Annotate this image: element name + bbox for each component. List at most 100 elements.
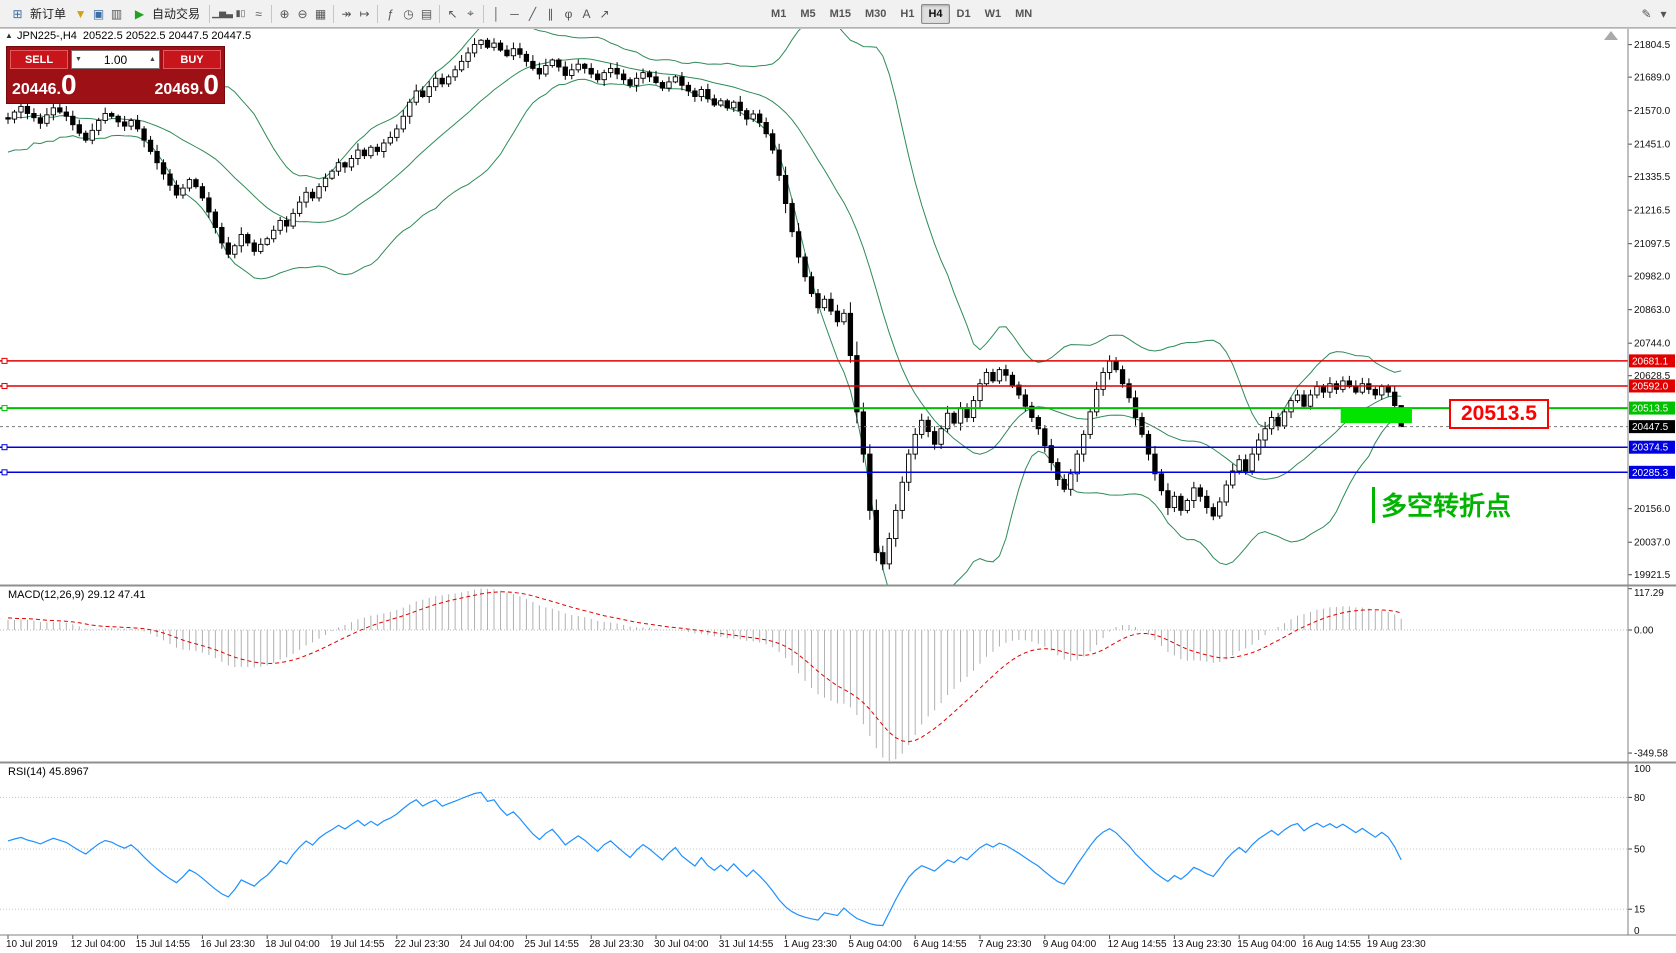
svg-text:19 Jul 14:55: 19 Jul 14:55 <box>330 939 385 950</box>
new-order-icon: ⊞ <box>12 6 23 21</box>
chart-ohlc-header: JPN225-,H4 20522.5 20522.5 20447.5 20447.… <box>17 30 257 42</box>
svg-text:7 Aug 23:30: 7 Aug 23:30 <box>978 939 1032 950</box>
funnel-icon[interactable]: ▼ <box>74 6 87 21</box>
line-chart-icon[interactable]: ≈ <box>255 6 262 21</box>
timeframe-h4[interactable]: H4 <box>921 3 950 24</box>
timeframe-m1[interactable]: M1 <box>771 7 787 20</box>
svg-text:0.00: 0.00 <box>1634 626 1654 637</box>
svg-text:9 Aug 04:00: 9 Aug 04:00 <box>1043 939 1097 950</box>
toolbar: ⊞ 新订单 ▼ ▣ ▥ ▶ 自动交易 ▁▅▃ ▮▯ ≈ ⊕ ⊖ ▦ ↠ ↦ ƒ … <box>0 0 1676 28</box>
sell-price-big-digit: 0 <box>60 69 77 100</box>
svg-text:50: 50 <box>1634 845 1646 856</box>
svg-text:20744.0: 20744.0 <box>1634 339 1671 350</box>
toolbar-separator <box>377 4 379 23</box>
svg-text:0: 0 <box>1634 926 1640 937</box>
svg-text:16 Jul 23:30: 16 Jul 23:30 <box>200 939 255 950</box>
volume-increase-button[interactable]: ▲ <box>149 56 156 63</box>
svg-text:20447.5: 20447.5 <box>1632 422 1669 433</box>
timeframe-m5[interactable]: M5 <box>800 7 816 20</box>
candlestick-chart-icon[interactable]: ▮▯ <box>235 8 246 18</box>
zoom-out-icon[interactable]: ⊖ <box>297 6 308 21</box>
cursor-icon[interactable]: ↖ <box>447 6 458 21</box>
svg-text:20982.0: 20982.0 <box>1634 272 1671 283</box>
svg-text:19 Aug 23:30: 19 Aug 23:30 <box>1367 939 1426 950</box>
alerts-icon[interactable]: ▥ <box>110 6 123 21</box>
svg-text:21804.5: 21804.5 <box>1634 40 1671 51</box>
toolbar-right-group: ✎ ▾ <box>1638 5 1672 22</box>
svg-text:19921.5: 19921.5 <box>1634 570 1671 581</box>
svg-text:15 Jul 14:55: 15 Jul 14:55 <box>136 939 191 950</box>
buy-price-big-digit: 0 <box>203 69 219 100</box>
autotrading-button[interactable]: ▶ 自动交易 <box>126 3 205 25</box>
pencil-icon[interactable]: ✎ <box>1641 6 1652 21</box>
svg-text:20628.5: 20628.5 <box>1634 371 1671 382</box>
auto-scroll-icon[interactable]: ↠ <box>341 6 352 21</box>
svg-text:24 Jul 04:00: 24 Jul 04:00 <box>460 939 515 950</box>
toolbar-separator <box>333 4 335 23</box>
volume-value[interactable]: 1.00 <box>103 52 128 67</box>
svg-text:20285.3: 20285.3 <box>1632 468 1669 479</box>
volume-control: ▼ 1.00 ▲ <box>71 50 160 69</box>
profiles-icon[interactable]: ▣ <box>92 6 105 21</box>
price-callout-label[interactable]: 20513.5 <box>1449 399 1549 429</box>
timeframe-h1[interactable]: H1 <box>900 7 915 20</box>
vertical-line-tool-icon[interactable]: │ <box>492 6 501 21</box>
svg-text:22 Jul 23:30: 22 Jul 23:30 <box>395 939 450 950</box>
buy-price[interactable]: 20469.0 <box>154 70 219 100</box>
one-click-toggle-icon[interactable]: ▲ <box>5 31 13 40</box>
svg-text:21570.0: 21570.0 <box>1634 106 1671 117</box>
one-click-trading-panel: SELL ▼ 1.00 ▲ BUY 20446.0 20469.0 <box>6 46 225 104</box>
indicators-icon[interactable]: ƒ <box>387 6 394 21</box>
svg-text:15 Aug 04:00: 15 Aug 04:00 <box>1237 939 1296 950</box>
rsi-indicator-label: RSI(14) 45.8967 <box>8 766 89 778</box>
svg-text:20513.5: 20513.5 <box>1632 404 1669 415</box>
timeframe-m15[interactable]: M15 <box>829 7 851 20</box>
arrows-tool-icon[interactable]: ↗ <box>599 6 610 21</box>
svg-text:16 Aug 14:55: 16 Aug 14:55 <box>1302 939 1361 950</box>
buy-price-main: 20469. <box>154 81 204 98</box>
svg-text:80: 80 <box>1634 793 1646 804</box>
timeframe-w1[interactable]: W1 <box>984 7 1002 20</box>
text-tool-icon[interactable]: A <box>582 6 591 21</box>
svg-text:13 Aug 23:30: 13 Aug 23:30 <box>1172 939 1231 950</box>
timeframe-mn[interactable]: MN <box>1015 7 1033 20</box>
buy-button[interactable]: BUY <box>163 50 221 69</box>
channel-tool-icon[interactable]: ∥ <box>547 6 554 21</box>
svg-text:10 Jul 2019: 10 Jul 2019 <box>6 939 58 950</box>
trend-line-tool-icon[interactable]: ╱ <box>528 6 537 21</box>
annotation-anchor-line <box>1372 486 1375 523</box>
toolbar-separator <box>271 4 273 23</box>
sell-button[interactable]: SELL <box>10 50 68 69</box>
svg-text:21335.5: 21335.5 <box>1634 172 1671 183</box>
tile-windows-icon[interactable]: ▦ <box>314 6 327 21</box>
more-dropdown-icon[interactable]: ▾ <box>1660 6 1667 21</box>
crosshair-icon[interactable]: ⌖ <box>467 6 474 20</box>
svg-text:21451.0: 21451.0 <box>1634 140 1671 151</box>
svg-text:31 Jul 14:55: 31 Jul 14:55 <box>719 939 774 950</box>
turning-point-annotation[interactable]: 多空转折点 <box>1372 486 1511 523</box>
templates-icon[interactable]: ▤ <box>420 6 433 21</box>
svg-text:20156.0: 20156.0 <box>1634 504 1671 515</box>
new-order-label: 新订单 <box>30 7 67 21</box>
autotrading-label: 自动交易 <box>152 7 201 21</box>
sell-price[interactable]: 20446.0 <box>12 70 77 100</box>
turning-point-text: 多空转折点 <box>1381 491 1512 521</box>
svg-text:20592.0: 20592.0 <box>1632 381 1669 392</box>
autotrading-play-icon: ▶ <box>134 6 145 21</box>
timeframe-d1[interactable]: D1 <box>956 7 971 20</box>
new-order-button[interactable]: ⊞ 新订单 <box>4 3 71 25</box>
timeframe-m30[interactable]: M30 <box>865 7 887 20</box>
chart-shift-icon[interactable]: ↦ <box>359 6 370 21</box>
volume-decrease-button[interactable]: ▼ <box>75 56 82 63</box>
svg-text:6 Aug 14:55: 6 Aug 14:55 <box>913 939 967 950</box>
svg-text:20037.0: 20037.0 <box>1634 538 1671 549</box>
periods-icon[interactable]: ◷ <box>403 6 414 21</box>
zoom-in-icon[interactable]: ⊕ <box>279 6 290 21</box>
bar-chart-icon[interactable]: ▁▅▃ <box>212 8 233 18</box>
svg-text:20681.1: 20681.1 <box>1632 356 1669 367</box>
horizontal-line-tool-icon[interactable]: ─ <box>510 6 519 21</box>
fibonacci-tool-icon[interactable]: φ <box>564 6 573 21</box>
toolbar-separator <box>483 4 485 23</box>
svg-text:21689.0: 21689.0 <box>1634 73 1671 84</box>
